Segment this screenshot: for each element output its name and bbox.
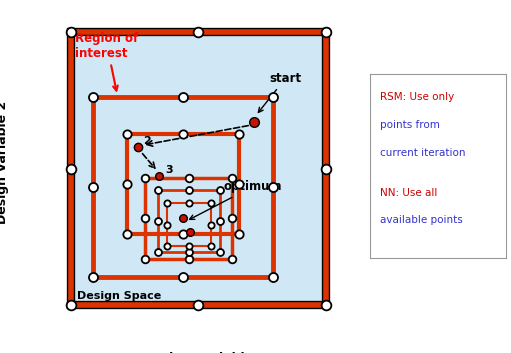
Text: available points: available points [380, 215, 462, 226]
Text: points from: points from [380, 120, 440, 130]
Text: Region of
interest: Region of interest [76, 32, 138, 91]
Bar [158, 190, 220, 252]
Text: optimum: optimum [190, 180, 282, 220]
Text: 2: 2 [143, 136, 151, 146]
Bar [167, 203, 211, 246]
Bar [127, 134, 239, 234]
Bar [71, 32, 326, 305]
Bar [145, 178, 233, 259]
Bar [92, 97, 273, 277]
Text: start: start [259, 72, 302, 112]
Text: Design Variable 1: Design Variable 1 [143, 352, 266, 353]
Text: current iteration: current iteration [380, 148, 466, 157]
Text: Design Variable 2: Design Variable 2 [0, 101, 9, 224]
Text: NN: Use all: NN: Use all [380, 188, 437, 198]
Text: RSM: Use only: RSM: Use only [380, 92, 454, 102]
Text: Design Space: Design Space [77, 291, 161, 301]
Bar [71, 32, 326, 305]
Text: 3: 3 [165, 165, 173, 175]
